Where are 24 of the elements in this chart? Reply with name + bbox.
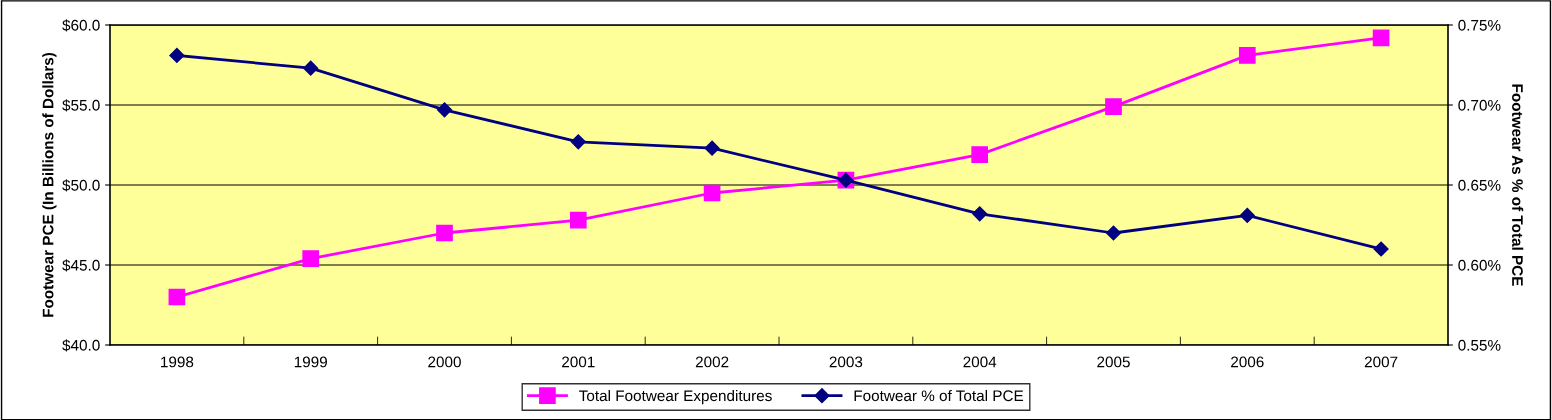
x-tick-label: 2001 xyxy=(562,356,595,368)
x-tick-label: 2007 xyxy=(1364,356,1398,368)
y2-axis-title: Footwear As % of Total PCE xyxy=(1512,84,1524,286)
y-tick-label: $40.0 xyxy=(62,339,100,352)
y2-tick-label: 0.60% xyxy=(1458,259,1501,271)
legend-label: Footwear % of Total PCE xyxy=(854,389,1024,402)
y2-tick-label: 0.75% xyxy=(1458,19,1501,31)
x-tick-label: 1998 xyxy=(161,356,194,368)
y2-tick-label: 0.55% xyxy=(1458,339,1501,351)
y-axis-title: Footwear PCE (In Billions of Dollars) xyxy=(42,52,57,317)
y-tick-label: $50.0 xyxy=(62,179,100,192)
x-tick-label: 1999 xyxy=(294,356,327,368)
y-tick-label: $55.0 xyxy=(62,99,100,112)
x-tick-label: 2005 xyxy=(1097,356,1130,368)
x-tick-label: 2004 xyxy=(963,356,997,368)
y2-tick-label: 0.65% xyxy=(1458,179,1501,191)
x-tick-label: 2003 xyxy=(829,356,863,368)
legend-label: Total Footwear Expenditures xyxy=(579,389,772,405)
x-tick-label: 2006 xyxy=(1231,356,1264,368)
x-tick-label: 2000 xyxy=(428,356,461,368)
y-tick-label: $60.0 xyxy=(62,19,100,32)
x-tick-label: 2002 xyxy=(695,356,729,368)
y2-tick-label: 0.70% xyxy=(1458,99,1501,111)
y-tick-label: $45.0 xyxy=(62,259,100,272)
